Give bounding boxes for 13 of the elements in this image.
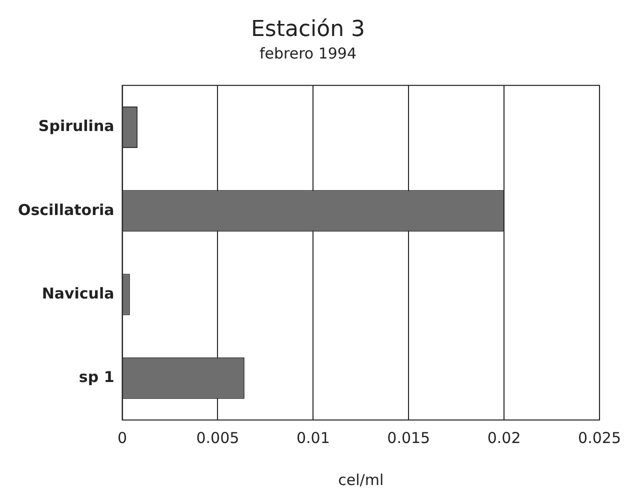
x-tick-label: 0.025 bbox=[578, 428, 622, 447]
x-tick-label: 0.015 bbox=[387, 428, 430, 447]
y-tick-label: sp 1 bbox=[78, 368, 114, 386]
y-tick-label: Oscillatoria bbox=[18, 200, 114, 219]
y-tick-label: Spirulina bbox=[38, 117, 114, 136]
x-tick-label: 0 bbox=[117, 428, 128, 447]
x-axis-title: cel/ml bbox=[338, 470, 384, 489]
x-tick-label: 0.02 bbox=[487, 428, 521, 447]
y-tick-label: Navicula bbox=[42, 284, 114, 302]
chart-subtitle: febrero 1994 bbox=[259, 44, 357, 62]
chart-title: Estación 3 bbox=[250, 16, 366, 42]
x-tick-label: 0.01 bbox=[296, 428, 330, 447]
x-tick-label: 0.005 bbox=[196, 428, 240, 447]
